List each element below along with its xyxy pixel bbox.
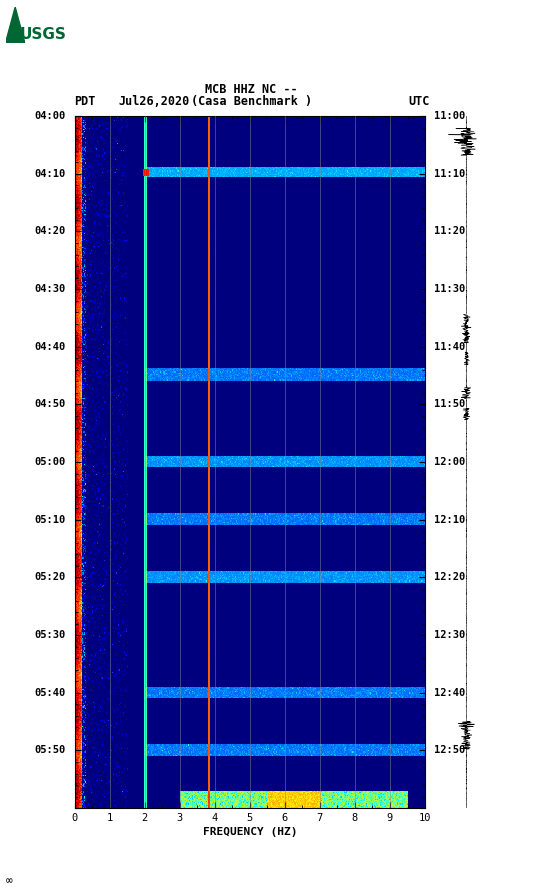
Text: 05:10: 05:10 xyxy=(35,514,66,525)
Text: 04:00: 04:00 xyxy=(35,111,66,121)
Text: 05:40: 05:40 xyxy=(35,688,66,697)
Text: 04:20: 04:20 xyxy=(35,227,66,237)
Text: 11:20: 11:20 xyxy=(434,227,465,237)
Text: 04:40: 04:40 xyxy=(35,342,66,352)
Text: 11:40: 11:40 xyxy=(434,342,465,352)
Text: 12:00: 12:00 xyxy=(434,457,465,467)
Text: ∞: ∞ xyxy=(6,876,12,886)
Text: 05:30: 05:30 xyxy=(35,630,66,640)
Text: 11:10: 11:10 xyxy=(434,169,465,179)
Text: 04:30: 04:30 xyxy=(35,284,66,294)
Text: 11:30: 11:30 xyxy=(434,284,465,294)
X-axis label: FREQUENCY (HZ): FREQUENCY (HZ) xyxy=(203,827,297,838)
Text: 05:00: 05:00 xyxy=(35,457,66,467)
Text: 12:40: 12:40 xyxy=(434,688,465,697)
Text: 05:20: 05:20 xyxy=(35,572,66,582)
Text: 12:10: 12:10 xyxy=(434,514,465,525)
Text: 12:30: 12:30 xyxy=(434,630,465,640)
Text: 12:50: 12:50 xyxy=(434,746,465,755)
Text: 04:10: 04:10 xyxy=(35,169,66,179)
Text: 11:50: 11:50 xyxy=(434,399,465,410)
Text: UTC: UTC xyxy=(408,95,430,108)
Text: MCB HHZ NC --: MCB HHZ NC -- xyxy=(205,83,298,96)
Text: 05:50: 05:50 xyxy=(35,746,66,755)
Polygon shape xyxy=(6,7,25,43)
Text: 04:50: 04:50 xyxy=(35,399,66,410)
Text: 11:00: 11:00 xyxy=(434,111,465,121)
Text: PDT: PDT xyxy=(75,95,96,108)
Text: 12:20: 12:20 xyxy=(434,572,465,582)
Text: (Casa Benchmark ): (Casa Benchmark ) xyxy=(190,95,312,108)
Text: Jul26,2020: Jul26,2020 xyxy=(119,95,190,108)
Text: USGS: USGS xyxy=(19,27,66,42)
